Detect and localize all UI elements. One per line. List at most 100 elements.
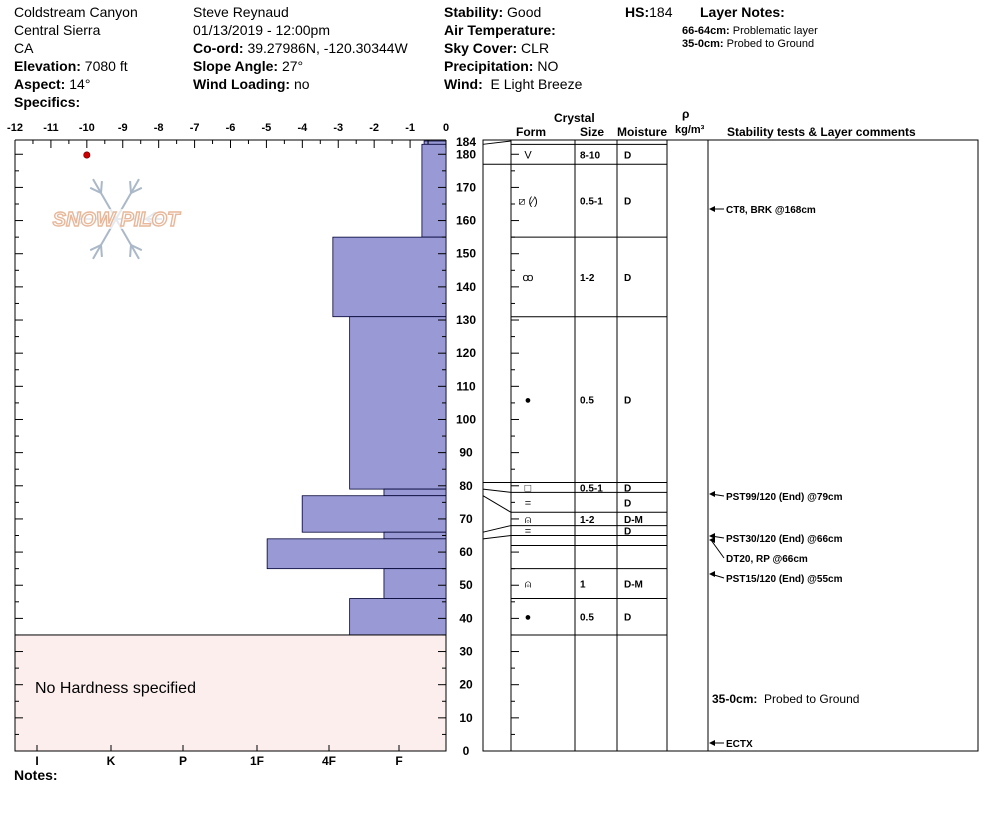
- stability-test-0: CT8, BRK @168cm: [726, 205, 816, 216]
- crystal-header: Crystal: [554, 111, 595, 125]
- layer-moisture-5: D: [624, 498, 631, 509]
- hardness-bar-1: [421, 143, 447, 238]
- decomposing-particles-icon-2: ꝏ: [522, 272, 533, 284]
- layer-size-11: 0.5: [580, 613, 594, 624]
- density-unit: kg/m³: [675, 124, 705, 136]
- precipitation: Precipitation: NO: [444, 58, 558, 74]
- layer-note-1-range: 66-64cm:: [682, 25, 730, 37]
- surface-hoar-icon-10: ⍝: [525, 579, 532, 591]
- stability-test-5: ECTX: [726, 739, 753, 750]
- temp-tick-label-7: -5: [262, 122, 272, 134]
- stability-test-3: DT20, RP @66cm: [726, 554, 808, 565]
- datetime: 01/13/2019 - 12:00pm: [193, 22, 330, 38]
- depth-tick-label-18: 180: [456, 147, 476, 161]
- stability-test-1: PST99/120 (End) @79cm: [726, 492, 843, 503]
- layer-moisture-7: D: [624, 527, 631, 538]
- depth-tick-label-4: 40: [459, 611, 473, 625]
- elevation-value: 7080 ft: [84, 58, 128, 74]
- bottom-comment-text: Probed to Ground: [764, 692, 860, 706]
- depth-tick-label-8: 80: [459, 479, 473, 493]
- temp-tick-label-3: -9: [118, 122, 128, 134]
- layer-size-0: 8-10: [580, 150, 600, 161]
- snowflake-branch: [129, 244, 132, 258]
- stability-test-2: PST30/120 (End) @66cm: [726, 534, 843, 545]
- test-arrow-head-5: [709, 740, 715, 746]
- bottom-comment-range: 35-0cm:: [712, 692, 758, 706]
- layer-moisture-3: D: [624, 396, 631, 407]
- snowflake-branch: [130, 186, 143, 194]
- depth-hoar-icon-0: V: [524, 149, 532, 161]
- temp-tick-label-5: -7: [190, 122, 200, 134]
- stability-label: Stability:: [444, 4, 504, 20]
- hardness-tick-label-3: 1F: [250, 754, 264, 768]
- depth-tick-label-9: 90: [459, 446, 473, 460]
- hs-value: 184: [649, 4, 673, 20]
- depth-tick-label-11: 110: [456, 379, 476, 393]
- facet-icon-4: □: [525, 482, 532, 494]
- wind-loading: Wind Loading: no: [193, 76, 310, 92]
- depth-tick-label-5: 50: [459, 578, 473, 592]
- test-arrow-head-0: [709, 206, 715, 212]
- layer-moisture-4: D: [624, 483, 631, 494]
- hs: HS:184: [625, 4, 672, 20]
- rho-header: ρ: [682, 107, 690, 121]
- moisture-header: Moisture: [617, 125, 668, 139]
- layer-moisture-0: D: [624, 150, 631, 161]
- snowflake-branch: [89, 244, 102, 252]
- range: Central Sierra: [14, 22, 101, 38]
- layer-size-2: 1-2: [580, 273, 595, 284]
- test-arrow-line-3: [710, 539, 725, 559]
- test-arrow-head-4: [709, 571, 715, 577]
- depth-connector-6: [482, 535, 512, 540]
- wind-loading-value: no: [293, 76, 310, 92]
- layer-size-10: 1: [580, 580, 586, 591]
- depth-tick-label-14: 140: [456, 280, 476, 294]
- layer-size-1: 0.5-1: [580, 197, 603, 208]
- hardness-bar-3: [349, 316, 447, 490]
- temp-tick-label-8: -4: [297, 122, 308, 134]
- depth-tick-label-15: 150: [456, 247, 476, 261]
- stability: Stability: Good: [444, 4, 541, 20]
- test-arrow-head-1: [709, 491, 715, 497]
- temp-tick-label-1: -11: [43, 122, 58, 134]
- depth-tick-label-1: 10: [459, 711, 473, 725]
- logo-text: SNOW PILOT: [53, 209, 181, 231]
- hardness-bar-9: [349, 598, 447, 636]
- rounded-grain-icon-11: ●: [525, 612, 532, 624]
- aspect-label: Aspect:: [14, 76, 66, 92]
- tests-header: Stability tests & Layer comments: [727, 125, 916, 139]
- elevation: Elevation: 7080 ft: [14, 58, 128, 74]
- bottom-comment: 35-0cm: Probed to Ground: [712, 693, 859, 705]
- hardness-tick-label-5: F: [395, 754, 402, 768]
- layer-moisture-2: D: [624, 273, 631, 284]
- elevation-label: Elevation:: [14, 58, 81, 74]
- hardness-bar-4: [383, 488, 447, 497]
- depth-tick-label-2: 20: [459, 678, 473, 692]
- stability-value: Good: [507, 4, 542, 20]
- slope-angle: Slope Angle: 27°: [193, 58, 303, 74]
- hardness-bar-2: [332, 236, 447, 318]
- precip-label: Precipitation:: [444, 58, 534, 74]
- depth-tick-label-17: 170: [456, 180, 476, 194]
- air-temp-label: Air Temperature:: [444, 22, 556, 38]
- ice-layer-icon-5: =: [525, 497, 531, 509]
- observer: Steve Reynaud: [193, 4, 289, 20]
- temp-tick-label-6: -6: [226, 122, 236, 134]
- notes-label: Notes:: [14, 767, 58, 783]
- sky-label: Sky Cover:: [444, 40, 518, 56]
- depth-connector-3: [482, 488, 512, 493]
- form-header: Form: [516, 125, 546, 139]
- temp-tick-label-11: -1: [405, 122, 415, 134]
- layer-moisture-1: D: [624, 197, 631, 208]
- depth-tick-label-6: 60: [459, 545, 473, 559]
- hardness-tick-label-2: P: [179, 754, 187, 768]
- wind-loading-label: Wind Loading:: [193, 76, 291, 92]
- location: Coldstream Canyon: [14, 4, 138, 20]
- temp-tick-label-0: -12: [7, 122, 23, 134]
- snowflake-branch: [89, 186, 102, 194]
- layer-note-1-text: Problematic layer: [732, 25, 818, 37]
- depth-tick-label-12: 120: [456, 346, 476, 360]
- slope-value: 27°: [281, 58, 304, 74]
- depth-connector-5: [482, 525, 512, 533]
